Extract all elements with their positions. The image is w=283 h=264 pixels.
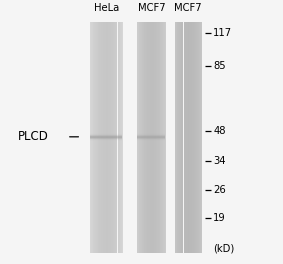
Bar bbox=[186, 22, 187, 253]
Bar bbox=[187, 22, 188, 253]
Bar bbox=[151, 22, 152, 253]
Bar bbox=[93, 22, 94, 253]
Bar bbox=[154, 22, 155, 253]
Bar bbox=[139, 22, 140, 253]
Bar bbox=[90, 22, 91, 253]
Bar bbox=[161, 22, 162, 253]
Text: 19: 19 bbox=[213, 213, 226, 223]
Bar bbox=[137, 22, 138, 253]
Bar bbox=[162, 22, 163, 253]
Bar bbox=[98, 22, 99, 253]
Bar bbox=[118, 22, 119, 253]
Text: 34: 34 bbox=[213, 157, 226, 167]
Text: (kD): (kD) bbox=[213, 243, 235, 253]
Bar bbox=[178, 22, 179, 253]
Bar bbox=[101, 22, 102, 253]
Bar bbox=[180, 22, 181, 253]
Text: 48: 48 bbox=[213, 126, 226, 136]
Bar bbox=[179, 22, 180, 253]
Bar bbox=[146, 22, 147, 253]
Bar bbox=[195, 22, 196, 253]
Bar bbox=[95, 22, 96, 253]
Bar bbox=[185, 22, 186, 253]
Bar bbox=[117, 22, 118, 253]
Bar bbox=[155, 22, 156, 253]
Text: 117: 117 bbox=[213, 29, 232, 39]
Bar bbox=[156, 22, 157, 253]
Bar bbox=[199, 22, 200, 253]
Bar bbox=[142, 22, 143, 253]
Bar bbox=[163, 22, 164, 253]
Bar bbox=[111, 22, 112, 253]
Bar bbox=[175, 22, 176, 253]
Text: MCF7: MCF7 bbox=[138, 3, 165, 13]
Bar bbox=[99, 22, 100, 253]
Bar bbox=[138, 22, 139, 253]
Bar bbox=[190, 22, 191, 253]
Bar bbox=[143, 22, 144, 253]
Bar bbox=[188, 22, 189, 253]
Bar bbox=[105, 22, 106, 253]
Bar bbox=[141, 22, 142, 253]
Bar bbox=[177, 22, 178, 253]
Bar bbox=[189, 22, 190, 253]
Text: 26: 26 bbox=[213, 185, 226, 195]
Bar bbox=[192, 22, 193, 253]
Bar bbox=[159, 22, 160, 253]
Bar bbox=[92, 22, 93, 253]
Bar bbox=[120, 22, 121, 253]
Bar bbox=[96, 22, 97, 253]
Bar bbox=[122, 22, 123, 253]
Bar bbox=[181, 22, 182, 253]
Bar bbox=[158, 22, 159, 253]
Text: MCF7: MCF7 bbox=[174, 3, 202, 13]
Bar bbox=[150, 22, 151, 253]
Bar bbox=[198, 22, 199, 253]
Bar bbox=[113, 22, 114, 253]
Bar bbox=[147, 22, 148, 253]
Bar bbox=[109, 22, 110, 253]
Bar bbox=[184, 22, 185, 253]
Bar bbox=[110, 22, 111, 253]
Text: 85: 85 bbox=[213, 62, 226, 72]
Text: HeLa: HeLa bbox=[94, 3, 119, 13]
Bar bbox=[115, 22, 116, 253]
Bar bbox=[112, 22, 113, 253]
Bar bbox=[148, 22, 149, 253]
Bar bbox=[114, 22, 115, 253]
Bar bbox=[196, 22, 197, 253]
Bar bbox=[145, 22, 146, 253]
Bar bbox=[100, 22, 101, 253]
Bar bbox=[149, 22, 150, 253]
Bar bbox=[176, 22, 177, 253]
Bar bbox=[164, 22, 165, 253]
Bar bbox=[97, 22, 98, 253]
Bar bbox=[193, 22, 194, 253]
Bar bbox=[183, 22, 184, 253]
Bar bbox=[106, 22, 107, 253]
Bar bbox=[94, 22, 95, 253]
Bar bbox=[107, 22, 108, 253]
Bar bbox=[91, 22, 92, 253]
Bar bbox=[152, 22, 153, 253]
Bar bbox=[108, 22, 109, 253]
Bar bbox=[194, 22, 195, 253]
Bar bbox=[182, 22, 183, 253]
Bar bbox=[160, 22, 161, 253]
Bar bbox=[119, 22, 120, 253]
Bar bbox=[200, 22, 201, 253]
Bar bbox=[144, 22, 145, 253]
Bar bbox=[102, 22, 103, 253]
Bar bbox=[165, 22, 166, 253]
Bar bbox=[140, 22, 141, 253]
Bar bbox=[103, 22, 104, 253]
Bar bbox=[104, 22, 105, 253]
Text: PLCD: PLCD bbox=[18, 130, 48, 143]
Bar bbox=[121, 22, 122, 253]
Bar bbox=[201, 22, 202, 253]
Bar bbox=[116, 22, 117, 253]
Bar bbox=[191, 22, 192, 253]
Bar bbox=[197, 22, 198, 253]
Bar bbox=[153, 22, 154, 253]
